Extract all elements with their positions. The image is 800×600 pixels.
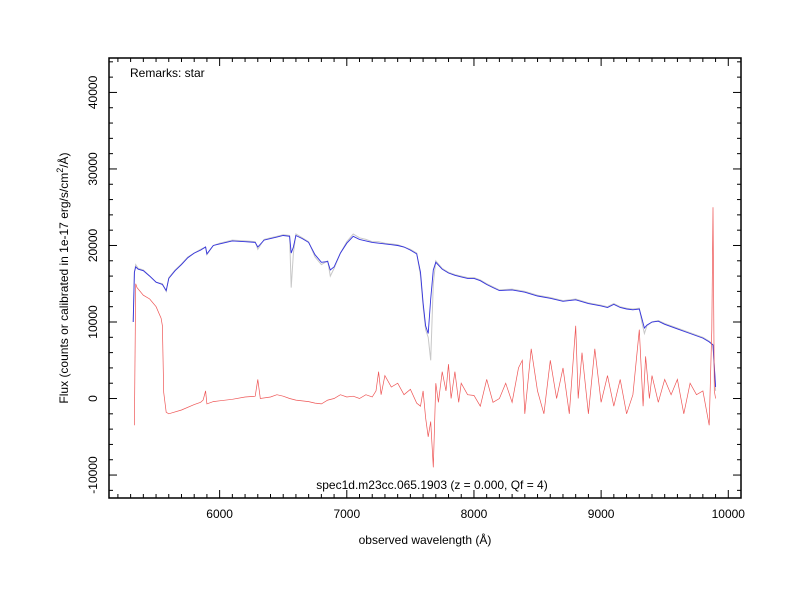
x-tick-label: 10000 (712, 507, 746, 521)
tick-layer: 6000 7000 8000 9000 10000 -10000 0 10000 20000 30… (86, 58, 745, 521)
y-tick-label: 10000 (86, 305, 100, 339)
x-tick-label: 8000 (461, 507, 488, 521)
series-layer (132, 207, 717, 468)
y-tick-label: 40000 (86, 75, 100, 109)
y-tick-label: 0 (86, 395, 100, 402)
series-smoothed-line (132, 234, 717, 388)
plot-frame (108, 57, 742, 499)
x-tick-label: 7000 (333, 507, 360, 521)
y-axis-title-end: /Å) (56, 152, 71, 167)
y-tick-label: -10000 (86, 456, 100, 494)
y-axis-title-sup: 2 (55, 168, 65, 173)
x-tick-label: 6000 (206, 507, 233, 521)
y-tick-label: 30000 (86, 152, 100, 186)
series-error-line (134, 207, 716, 468)
x-tick-label: 9000 (588, 507, 615, 521)
y-axis-title-main: Flux (counts or calibrated in 1e-17 erg/… (57, 173, 71, 404)
y-axis-title: Flux (counts or calibrated in 1e-17 erg/… (55, 152, 71, 403)
object-annotation: spec1d.m23cc.065.1903 (z = 0.000, Qf = 4… (316, 478, 547, 492)
x-axis-title: observed wavelength (Å) (359, 532, 492, 547)
remarks-annotation: Remarks: star (130, 66, 205, 80)
y-tick-label: 20000 (86, 228, 100, 262)
